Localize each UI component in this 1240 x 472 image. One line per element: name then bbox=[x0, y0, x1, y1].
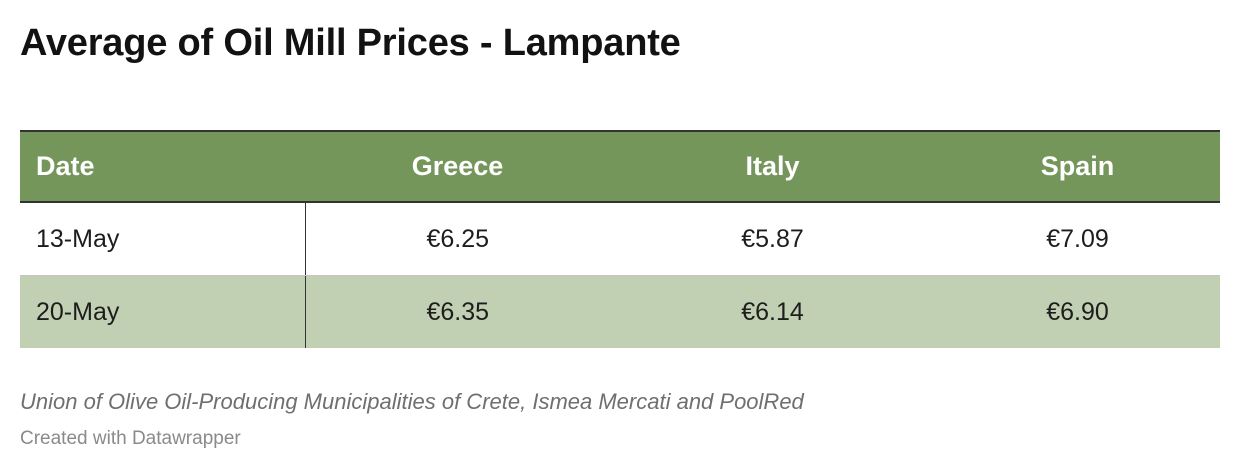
table-row: 13-May €6.25 €5.87 €7.09 bbox=[20, 202, 1220, 276]
cell-italy: €5.87 bbox=[610, 202, 935, 276]
source-note: Union of Olive Oil-Producing Municipalit… bbox=[20, 389, 804, 414]
column-header-italy: Italy bbox=[610, 130, 935, 203]
header-row: Date Greece Italy Spain bbox=[20, 130, 1220, 203]
cell-italy: €6.14 bbox=[610, 275, 935, 348]
cell-date: 20-May bbox=[20, 275, 306, 348]
table-row: 20-May €6.35 €6.14 €6.90 bbox=[20, 275, 1220, 348]
column-header-date: Date bbox=[20, 130, 305, 203]
price-table-container: Date Greece Italy Spain 13-May €6.25 €5.… bbox=[20, 130, 1220, 348]
cell-spain: €6.90 bbox=[935, 275, 1220, 348]
table-body: 13-May €6.25 €5.87 €7.09 20-May €6.35 €6… bbox=[20, 202, 1220, 348]
cell-greece: €6.25 bbox=[305, 202, 610, 276]
cell-date: 13-May bbox=[20, 202, 306, 276]
cell-greece: €6.35 bbox=[305, 275, 610, 348]
price-table: Date Greece Italy Spain 13-May €6.25 €5.… bbox=[20, 130, 1220, 348]
table-header: Date Greece Italy Spain bbox=[20, 130, 1220, 203]
column-header-greece: Greece bbox=[305, 130, 610, 203]
chart-title: Average of Oil Mill Prices - Lampante bbox=[20, 22, 681, 64]
datawrapper-credit: Created with Datawrapper bbox=[20, 428, 241, 449]
column-header-spain: Spain bbox=[935, 130, 1220, 203]
cell-spain: €7.09 bbox=[935, 202, 1220, 276]
